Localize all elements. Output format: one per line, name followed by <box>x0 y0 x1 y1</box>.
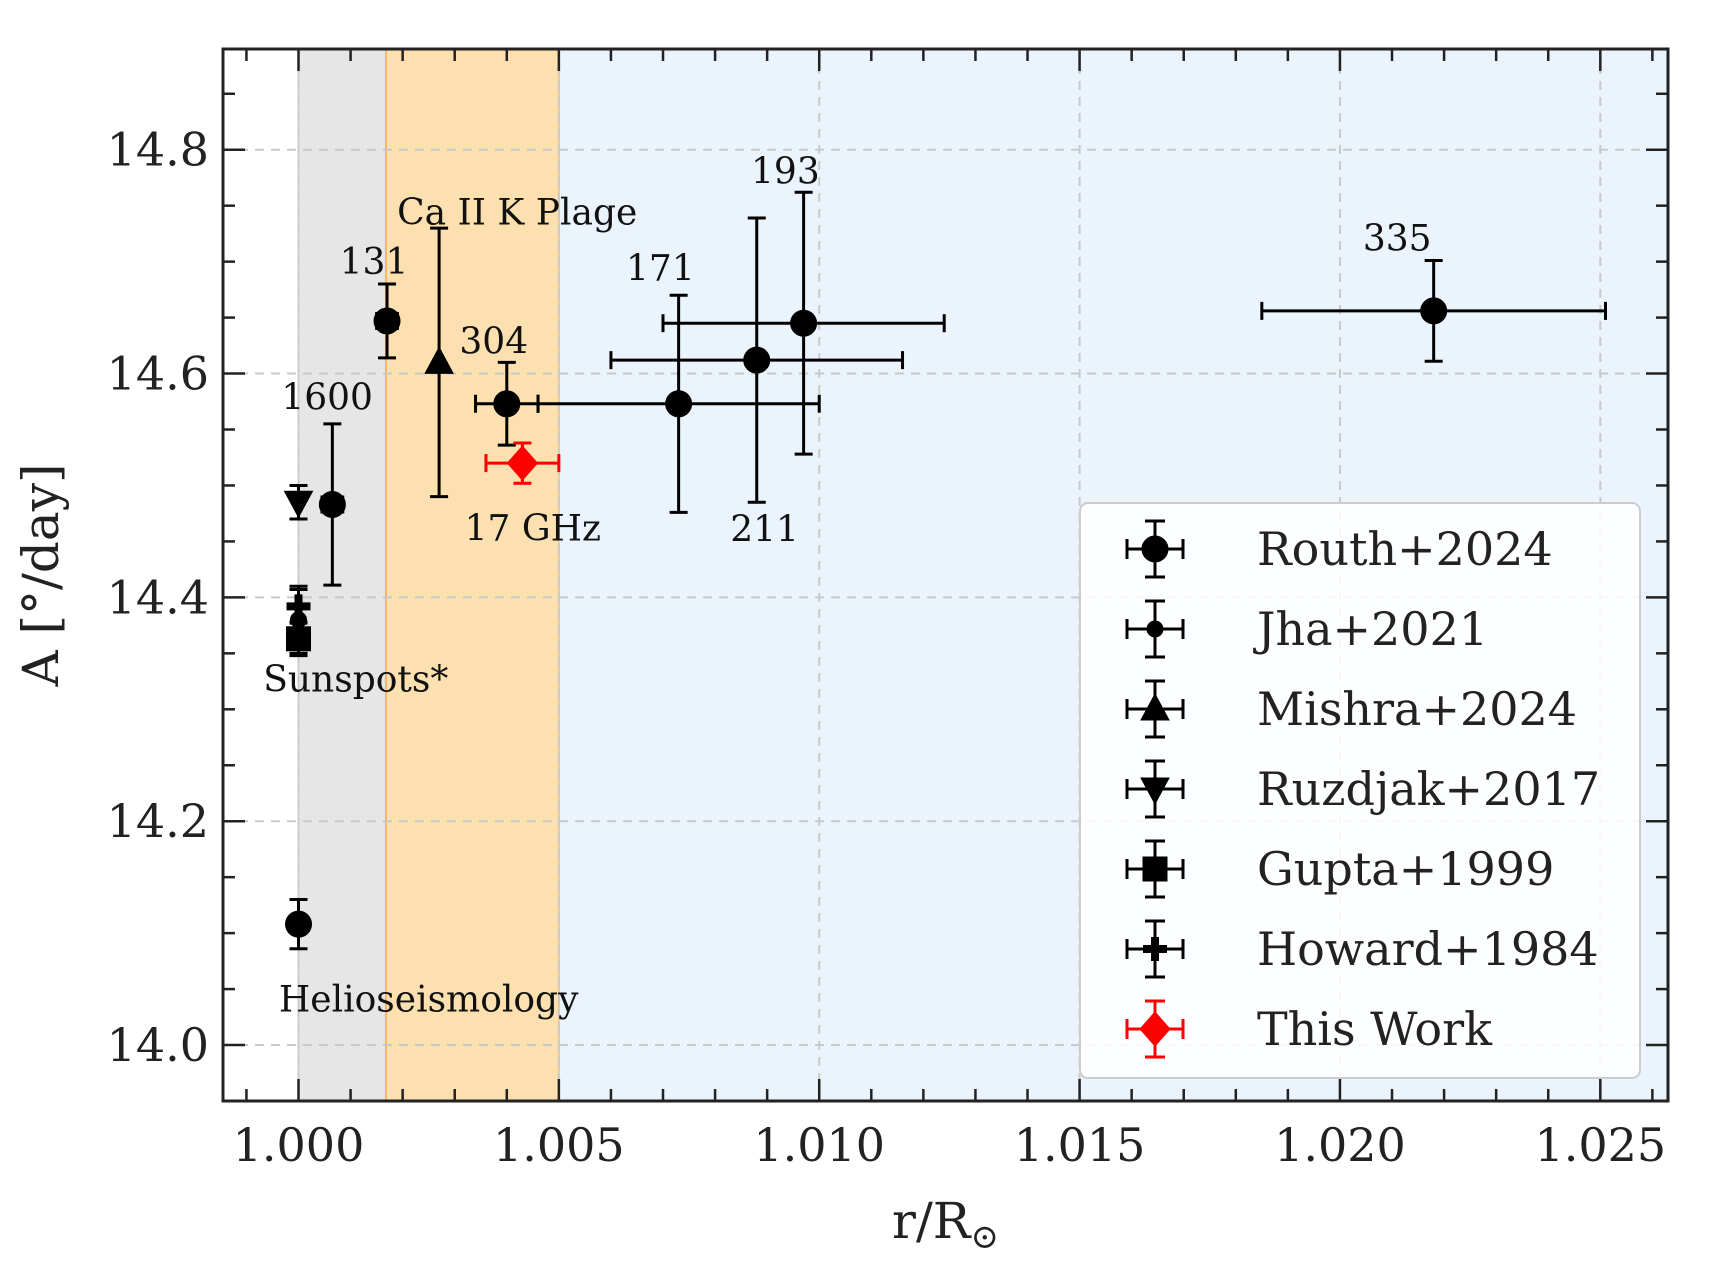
annotation-label: 131 <box>340 242 409 283</box>
y-axis-label: A [°/day] <box>12 464 70 688</box>
legend-marker <box>1146 620 1164 638</box>
data-point <box>743 346 771 374</box>
series-4 <box>286 620 312 658</box>
x-axis-label-main: r/R <box>892 1192 972 1250</box>
legend-entry: Routh+2024 <box>1125 519 1553 579</box>
annotation-label: Helioseismology <box>279 979 579 1020</box>
legend-box <box>1079 502 1641 1079</box>
legend-entry: Howard+1984 <box>1125 919 1599 979</box>
annotation-label: 211 <box>730 509 799 550</box>
y-tick-label: 14.8 <box>107 123 209 177</box>
x-tick-label: 1.020 <box>1274 1118 1406 1172</box>
legend-marker <box>1140 777 1170 806</box>
data-point <box>286 626 312 652</box>
y-tick-label: 14.4 <box>107 570 209 624</box>
plot-frame <box>221 47 1670 1103</box>
axis-ticks <box>223 49 1668 1103</box>
x-axis-label-subscript: ⊙ <box>970 1217 999 1257</box>
data-point <box>318 490 346 518</box>
annotation-label: 171 <box>626 249 695 290</box>
legend-marker <box>1142 856 1168 882</box>
series-2 <box>424 226 454 499</box>
legend-label: Routh+2024 <box>1257 522 1553 576</box>
legend-label: Jha+2021 <box>1253 602 1488 656</box>
x-tick-label: 1.005 <box>493 1118 625 1172</box>
annotations: Helioseismology Sunspots* 1600 131 Ca II K P… <box>263 151 1431 1020</box>
series-0 <box>285 190 1608 951</box>
annotation-label: 304 <box>459 321 528 362</box>
legend-label: Gupta+1999 <box>1257 842 1554 896</box>
legend-marker <box>1143 937 1167 961</box>
series-3 <box>283 483 314 521</box>
data-point <box>1420 297 1448 325</box>
tick-labels: 1.000 1.005 1.010 1.015 1.020 1.025 14.0 14.2 14… <box>107 123 1667 1172</box>
y-tick-label: 14.2 <box>107 794 209 848</box>
legend-entry: Jha+2021 <box>1125 599 1488 659</box>
annotation-label: 17 GHz <box>465 508 601 549</box>
data-point <box>790 309 818 337</box>
data-point <box>424 346 454 374</box>
x-tick-label: 1.010 <box>753 1118 885 1172</box>
annotation-label: 335 <box>1363 218 1432 259</box>
legend-entry: This Work <box>1125 999 1493 1059</box>
legend: Routh+2024 Jha+2021 Mishra+2024 Ruzdjak+201… <box>1079 502 1641 1079</box>
legend-entry: Mishra+2024 <box>1125 679 1577 739</box>
legend-marker <box>1139 1011 1171 1047</box>
y-tick-label: 14.6 <box>107 347 209 401</box>
x-tick-label: 1.000 <box>233 1118 365 1172</box>
data-point <box>285 910 313 938</box>
data-point <box>506 445 539 481</box>
legend-label: This Work <box>1257 1002 1493 1056</box>
series-5 <box>286 588 311 625</box>
legend-entry: Gupta+1999 <box>1125 839 1554 899</box>
x-tick-label: 1.025 <box>1534 1118 1666 1172</box>
legend-marker <box>1140 692 1170 721</box>
data-point <box>665 390 693 418</box>
data-point <box>373 307 401 335</box>
data-point <box>286 594 311 619</box>
annotation-label: Ca II K Plage <box>397 193 637 234</box>
legend-marker <box>1141 535 1169 563</box>
data-point <box>493 390 521 418</box>
annotation-label: 193 <box>751 151 820 192</box>
annotation-label: Sunspots* <box>263 659 448 700</box>
annotation-label: 1600 <box>281 377 373 418</box>
legend-label: Howard+1984 <box>1257 922 1599 976</box>
legend-label: Mishra+2024 <box>1257 682 1577 736</box>
region-photosphere <box>298 49 386 1101</box>
x-tick-label: 1.015 <box>1014 1118 1146 1172</box>
region-chromosphere <box>385 49 559 1101</box>
data-marks <box>283 190 1608 951</box>
legend-entry: Ruzdjak+2017 <box>1125 759 1600 819</box>
y-tick-label: 14.0 <box>107 1018 209 1072</box>
data-point <box>283 490 314 519</box>
legend-label: Ruzdjak+2017 <box>1257 762 1600 816</box>
x-axis-label: r/R⊙ <box>892 1192 999 1257</box>
series-6 <box>484 441 561 485</box>
